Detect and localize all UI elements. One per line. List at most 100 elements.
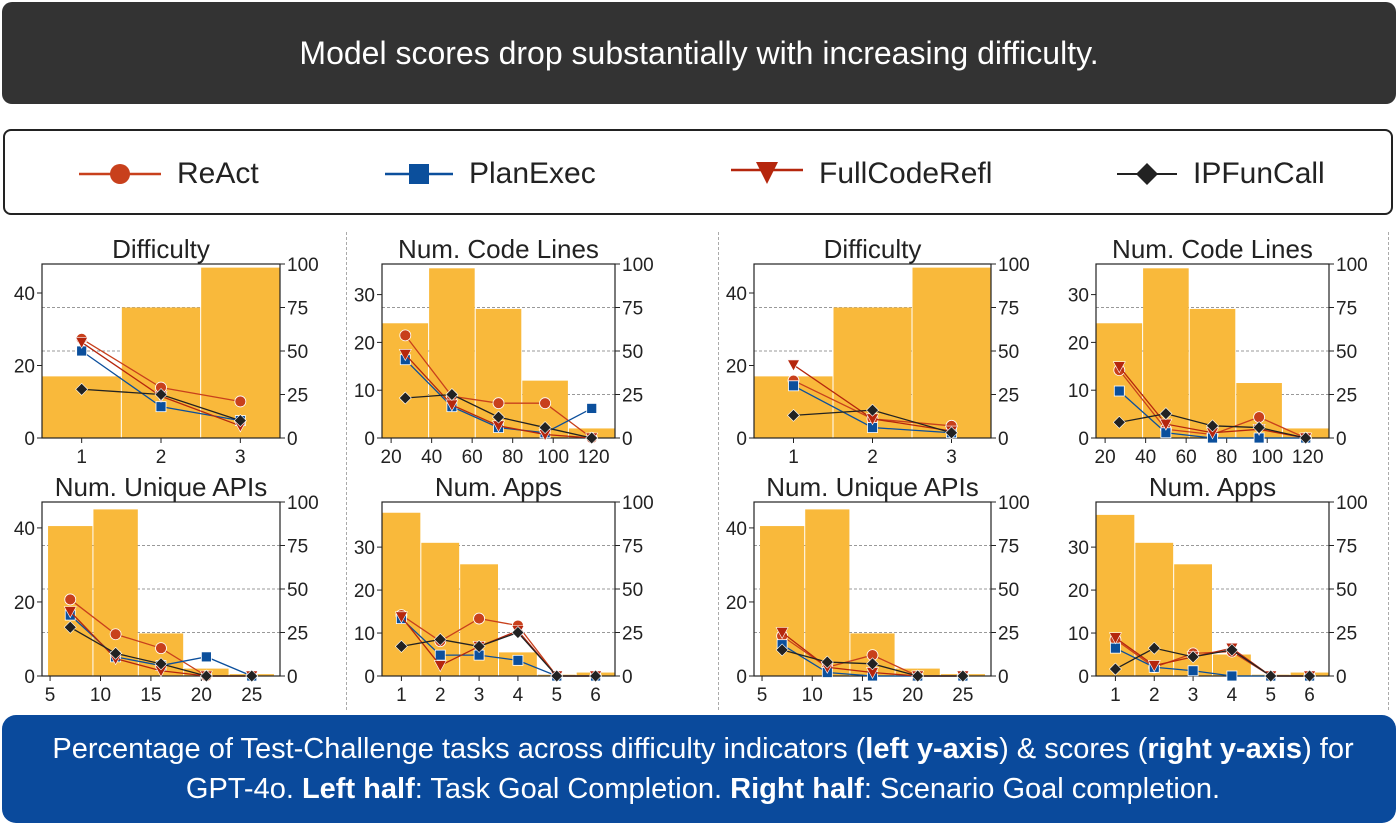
legend-label-ipfuncall: IPFunCall — [1193, 157, 1325, 190]
chart-title: Num. Apps — [435, 472, 562, 502]
point-ipfuncall — [472, 639, 486, 653]
chart-title: Num. Unique APIs — [55, 472, 267, 502]
y-right-tick-label: 0 — [622, 429, 633, 450]
x-tick-label: 6 — [590, 685, 601, 706]
point-ipfuncall — [1112, 415, 1126, 429]
y-left-tick-label: 20 — [354, 581, 375, 602]
chart-title: Num. Unique APIs — [766, 472, 978, 502]
bar — [1213, 654, 1251, 676]
y-left-tick-label: 40 — [14, 284, 35, 305]
y-right-tick-label: 50 — [998, 580, 1019, 601]
y-left-tick-label: 30 — [354, 286, 375, 307]
caption-box: Percentage of Test-Challenge tasks acros… — [2, 715, 1396, 823]
point-react — [473, 612, 485, 625]
y-right-tick-label: 0 — [1336, 667, 1347, 688]
chart-panel-3: 0 20 40 0 25 50 75 100 1 2 3 Difficulty — [726, 234, 1030, 468]
point-fullcoderefl — [775, 627, 789, 640]
legend-item-fullcoderefl: FullCodeRefl — [729, 131, 992, 217]
x-tick-label: 40 — [1135, 447, 1156, 468]
y-right-tick-label: 50 — [1336, 342, 1357, 363]
point-ipfuncall — [1264, 669, 1278, 683]
point-react — [64, 593, 77, 606]
point-planexec — [1226, 670, 1238, 682]
point-ipfuncall — [433, 633, 447, 646]
point-ipfuncall — [154, 657, 168, 671]
point-fullcoderefl — [1108, 632, 1122, 645]
point-ipfuncall — [398, 391, 412, 405]
y-right-tick-label: 50 — [998, 342, 1019, 363]
y-left-tick-label: 10 — [1068, 381, 1089, 402]
x-tick-label: 60 — [462, 447, 483, 468]
legend-label-react: ReAct — [177, 157, 259, 190]
point-ipfuncall — [585, 431, 599, 445]
y-right-tick-label: 75 — [998, 299, 1019, 320]
chart-title: Num. Apps — [1149, 472, 1276, 502]
y-left-tick-label: 0 — [24, 667, 35, 688]
y-right-tick-label: 75 — [622, 299, 643, 320]
divider-center — [718, 232, 719, 710]
y-left-tick-label: 10 — [354, 624, 375, 645]
point-react — [399, 329, 412, 342]
x-tick-label: 20 — [381, 447, 402, 468]
point-ipfuncall — [154, 388, 168, 401]
y-right-tick-label: 100 — [998, 255, 1030, 276]
x-tick-label: 2 — [435, 685, 446, 706]
y-left-tick-label: 20 — [14, 593, 35, 614]
x-tick-label: 3 — [235, 447, 246, 468]
point-ipfuncall — [866, 657, 879, 671]
point-fullcoderefl — [394, 611, 408, 624]
point-ipfuncall — [538, 421, 552, 434]
y-right-tick-label: 0 — [287, 667, 298, 688]
x-tick-label: 5 — [551, 685, 562, 706]
y-left-tick-label: 0 — [364, 667, 375, 688]
point-planexec — [155, 401, 167, 413]
y-left-tick-label: 40 — [14, 519, 35, 540]
point-planexec — [1113, 385, 1125, 397]
x-tick-label: 2 — [1149, 685, 1160, 706]
charts-area: 0 20 40 0 25 50 75 100 1 2 3 Difficulty 0 10 20 30 0 25 50… — [0, 228, 1400, 718]
point-fullcoderefl — [63, 606, 77, 619]
chart-panel-2: 0 10 20 30 0 25 50 75 100 20 40 60 80 100 120 Num. Code… — [354, 234, 654, 468]
y-left-tick-label: 20 — [726, 593, 747, 614]
bar — [382, 323, 429, 438]
bar — [201, 267, 280, 438]
point-fullcoderefl — [433, 660, 447, 673]
x-tick-label: 100 — [1251, 447, 1283, 468]
y-right-tick-label: 75 — [1336, 537, 1357, 558]
series-line-ipfuncall — [401, 631, 596, 677]
x-tick-label: 1 — [1110, 685, 1121, 706]
y-right-tick-label: 0 — [998, 429, 1009, 450]
caption-bold-1: left y-axis — [865, 733, 1000, 765]
point-fullcoderefl — [75, 337, 89, 349]
y-right-tick-label: 100 — [1336, 255, 1368, 276]
point-react — [109, 628, 122, 641]
legend-item-planexec: PlanExec — [383, 131, 596, 217]
point-ipfuncall — [550, 669, 564, 683]
divider-left-pair — [346, 232, 347, 710]
point-ipfuncall — [866, 403, 879, 417]
legend-marker-planexec-icon — [385, 164, 453, 184]
caption-text-5: : Scenario Goal completion. — [863, 773, 1221, 805]
x-tick-label: 15 — [140, 685, 161, 706]
y-left-tick-label: 10 — [354, 381, 375, 402]
y-right-tick-label: 25 — [1336, 386, 1357, 407]
y-left-tick-label: 40 — [726, 284, 747, 305]
x-tick-label: 20 — [1095, 447, 1116, 468]
y-left-tick-label: 20 — [1068, 333, 1089, 354]
y-right-tick-label: 50 — [622, 580, 643, 601]
point-ipfuncall — [511, 626, 525, 639]
point-ipfuncall — [445, 388, 459, 401]
point-fullcoderefl — [1147, 660, 1161, 673]
legend: ReAct PlanExec FullCodeRefl IPFunCall — [3, 129, 1393, 215]
y-left-tick-label: 0 — [364, 429, 375, 450]
y-right-tick-label: 50 — [287, 342, 308, 363]
x-tick-label: 6 — [1304, 685, 1315, 706]
y-right-tick-label: 75 — [1336, 299, 1357, 320]
point-ipfuncall — [233, 414, 247, 428]
point-ipfuncall — [1303, 669, 1317, 683]
chart-panel-6: 0 10 20 30 0 25 50 75 100 1 2 3 4 5 6 Num. Apps — [354, 472, 654, 706]
y-left-tick-label: 0 — [1078, 667, 1089, 688]
y-right-tick-label: 25 — [287, 624, 308, 645]
point-ipfuncall — [245, 669, 259, 683]
point-ipfuncall — [492, 410, 505, 424]
